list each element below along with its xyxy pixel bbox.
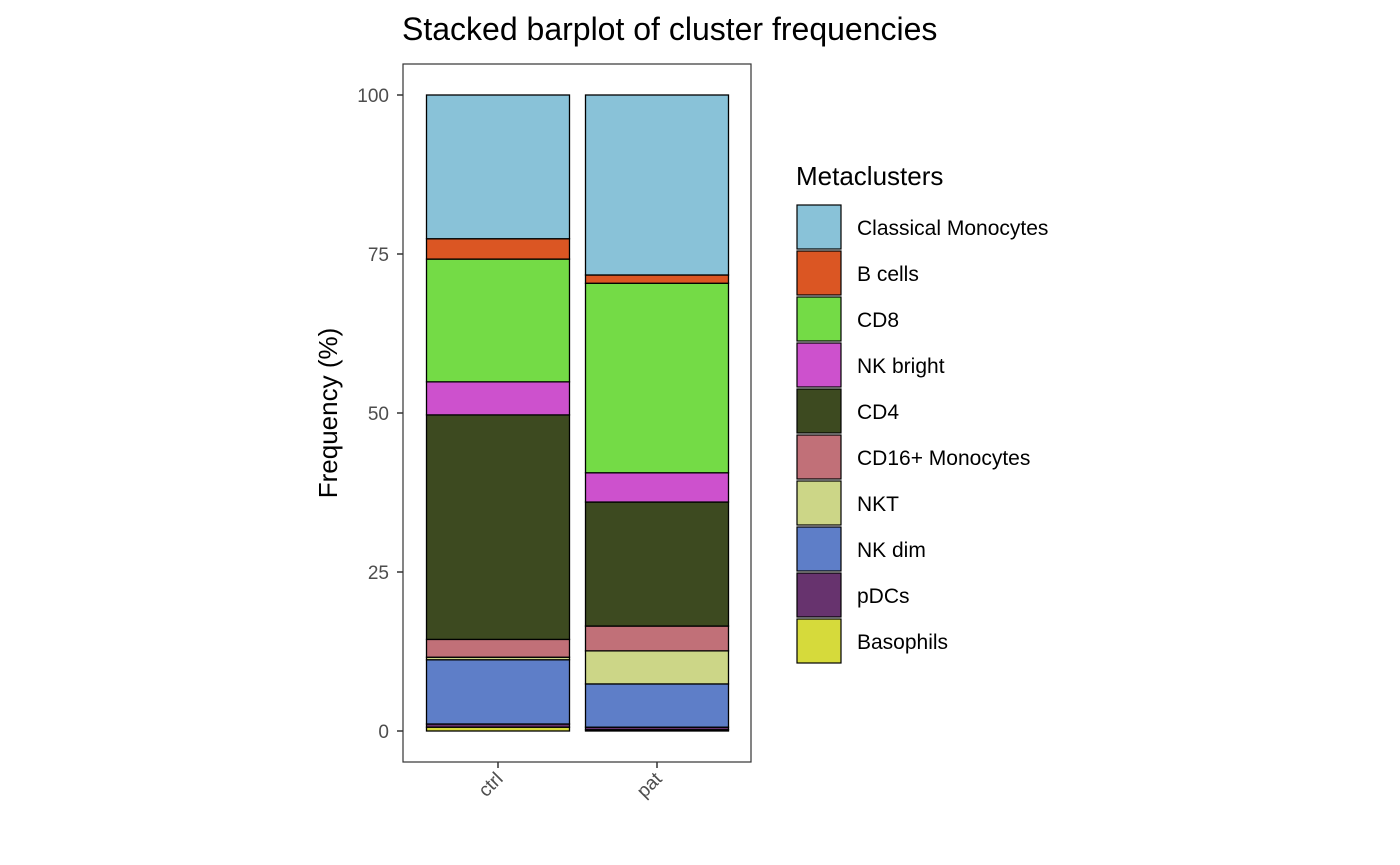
y-axis-label: Frequency (%) bbox=[313, 328, 343, 499]
legend-label-b-cells: B cells bbox=[857, 263, 919, 286]
legend-label-cd8: CD8 bbox=[857, 309, 899, 332]
legend-label-cd16-monocytes: CD16+ Monocytes bbox=[857, 447, 1030, 470]
bar-segment-ctrl-cd4 bbox=[425, 414, 571, 641]
legend-label-nk-bright: NK bright bbox=[857, 355, 945, 378]
legend-swatch-nk-bright bbox=[796, 342, 842, 388]
legend-swatch-nk-dim bbox=[796, 526, 842, 572]
y-tick-label: 0 bbox=[378, 722, 389, 743]
legend-label-pdcs: pDCs bbox=[857, 585, 910, 608]
bar-segment-pat-nk-bright bbox=[584, 472, 730, 503]
legend-swatch-cd16-monocytes bbox=[796, 434, 842, 480]
legend-swatch-classical-monocytes bbox=[796, 204, 842, 250]
legend-label-nk-dim: NK dim bbox=[857, 539, 926, 562]
y-tick-label: 100 bbox=[357, 86, 389, 107]
bar-segment-pat-cd16-monocytes bbox=[584, 625, 730, 652]
bar-segment-ctrl-nk-dim bbox=[425, 659, 571, 725]
bar-segment-pat-cd8 bbox=[584, 282, 730, 474]
legend-label-cd4: CD4 bbox=[857, 401, 899, 424]
legend-swatch-basophils bbox=[796, 618, 842, 664]
legend-title: Metaclusters bbox=[796, 161, 943, 191]
legend-swatch-pdcs bbox=[796, 572, 842, 618]
legend-label-classical-monocytes: Classical Monocytes bbox=[857, 217, 1048, 240]
bar-segment-ctrl-b-cells bbox=[425, 238, 571, 260]
legend-swatch-cd4 bbox=[796, 388, 842, 434]
y-tick-label: 50 bbox=[368, 404, 389, 425]
legend-swatch-b-cells bbox=[796, 250, 842, 296]
legend-label-basophils: Basophils bbox=[857, 631, 948, 654]
y-axis: 0 25 50 75 100 bbox=[357, 86, 403, 743]
legend-swatch-nkt bbox=[796, 480, 842, 526]
x-tick-label-ctrl: ctrl bbox=[475, 769, 508, 802]
legend-swatch-cd8 bbox=[796, 296, 842, 342]
x-axis: ctrl pat bbox=[475, 762, 667, 802]
x-tick-label-pat: pat bbox=[633, 768, 667, 802]
bar-segment-pat-cd4 bbox=[584, 501, 730, 627]
bar-segment-ctrl-nk-bright bbox=[425, 381, 571, 416]
bar-segment-ctrl-classical-monocytes bbox=[425, 94, 571, 240]
y-tick-label: 75 bbox=[368, 245, 389, 266]
legend: Classical Monocytes B cells CD8 NK bright CD… bbox=[796, 204, 1048, 664]
y-tick-label: 25 bbox=[368, 563, 389, 584]
chart-title: Stacked barplot of cluster frequencies bbox=[402, 11, 937, 47]
bars-group bbox=[425, 94, 730, 732]
bar-segment-pat-b-cells bbox=[584, 274, 730, 284]
legend-label-nkt: NKT bbox=[857, 493, 899, 516]
bar-segment-pat-nk-dim bbox=[584, 683, 730, 728]
bar-segment-pat-classical-monocytes bbox=[584, 94, 730, 276]
bar-segment-pat-nkt bbox=[584, 650, 730, 685]
bar-segment-ctrl-cd8 bbox=[425, 258, 571, 383]
bar-segment-ctrl-cd16-monocytes bbox=[425, 638, 571, 658]
